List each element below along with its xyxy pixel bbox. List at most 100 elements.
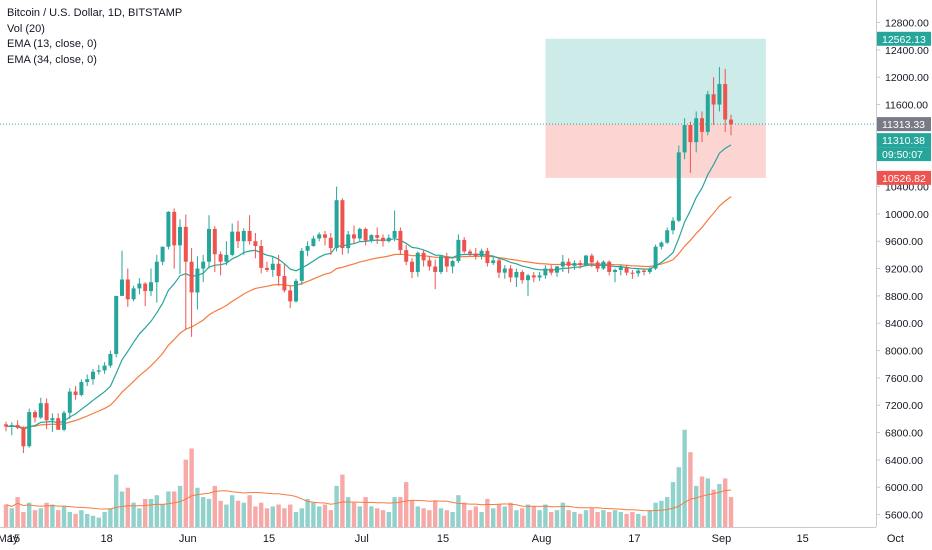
candle-body xyxy=(543,268,548,276)
candle-body xyxy=(717,84,722,105)
candle xyxy=(676,145,681,223)
volume-bar xyxy=(514,510,519,527)
time-tick-label: 15 xyxy=(263,533,275,545)
candle xyxy=(305,241,310,257)
candle xyxy=(444,252,449,272)
volume-bar xyxy=(688,452,693,527)
candle-body xyxy=(659,242,664,247)
volume-bar xyxy=(177,485,183,527)
candle xyxy=(311,235,316,247)
volume-bar xyxy=(224,504,229,527)
time-tick-label: Oct xyxy=(887,533,904,545)
candle xyxy=(4,421,8,432)
candle xyxy=(160,246,165,266)
candle xyxy=(73,386,78,400)
candle xyxy=(589,253,594,268)
candle xyxy=(415,251,420,277)
candle-body xyxy=(172,211,177,246)
candle xyxy=(630,269,635,279)
volume-bar xyxy=(79,510,84,527)
volume-bar xyxy=(293,512,299,527)
volume-bar xyxy=(247,495,252,527)
candle-body xyxy=(618,267,623,270)
volume-bar xyxy=(375,508,380,527)
candle-body xyxy=(531,275,536,278)
candle xyxy=(473,248,478,260)
candle-body xyxy=(560,261,565,267)
volume-bar xyxy=(554,510,560,527)
candle xyxy=(572,260,577,270)
candle-body xyxy=(311,238,316,246)
candle xyxy=(700,111,704,143)
candle xyxy=(38,397,43,419)
volume-bar xyxy=(525,504,531,527)
volume-ma-line xyxy=(5,489,732,512)
candle xyxy=(33,410,37,423)
price-tag-bg xyxy=(877,133,931,148)
legend-ema-slow: EMA (34, close, 0) xyxy=(7,53,97,66)
candle xyxy=(299,248,304,285)
volume-bar xyxy=(415,506,420,527)
volume-bar xyxy=(195,487,200,527)
time-tick-label: 15 xyxy=(437,533,449,545)
candle-body xyxy=(294,280,298,302)
volume-bar xyxy=(578,513,583,527)
candle xyxy=(178,219,182,275)
candle-body xyxy=(427,260,432,267)
time-tick-label: Sep xyxy=(712,533,732,545)
candle xyxy=(502,265,507,279)
volume-bar xyxy=(659,500,664,527)
volume-bar xyxy=(699,476,705,527)
candle-body xyxy=(91,371,95,380)
volume-bar xyxy=(102,512,107,527)
candle xyxy=(189,248,194,337)
candle-body xyxy=(729,119,733,125)
candle-body xyxy=(357,228,362,239)
volume-bar xyxy=(653,502,658,527)
volume-bar xyxy=(288,504,293,527)
volume-bar xyxy=(380,510,386,527)
candle-body xyxy=(410,261,414,272)
volume-bar xyxy=(189,448,194,527)
price-tag-label: 09:50:07 xyxy=(882,149,923,161)
volume-bar xyxy=(647,510,652,527)
volume-bar xyxy=(363,497,368,527)
candle xyxy=(253,233,258,259)
volume-bar xyxy=(317,506,322,527)
time-tick-label: Jun xyxy=(179,533,197,545)
candle xyxy=(543,265,548,279)
volume-bar xyxy=(131,502,136,527)
volume-bar xyxy=(299,508,304,527)
volume-bar xyxy=(543,504,548,527)
candle-body xyxy=(520,271,525,281)
candle xyxy=(694,111,699,153)
candle-body xyxy=(189,261,194,293)
candle xyxy=(404,244,409,266)
volume-bar xyxy=(212,485,217,527)
price-tick-label: 8400.00 xyxy=(885,318,923,330)
candle-body xyxy=(96,370,101,372)
volume-bar xyxy=(711,489,716,527)
volume-bar xyxy=(38,508,43,527)
volume-bar xyxy=(537,510,542,527)
candle-body xyxy=(624,267,629,273)
candle xyxy=(601,260,606,270)
candle xyxy=(729,114,733,136)
volume-bar xyxy=(723,478,728,527)
candle-body xyxy=(653,246,658,269)
candle-body xyxy=(647,268,652,272)
candle-body xyxy=(236,231,240,242)
candle-body xyxy=(468,251,472,254)
candle xyxy=(143,282,148,307)
volume-bar xyxy=(444,510,449,527)
price-tick-label: 12000.00 xyxy=(885,72,929,84)
candle xyxy=(114,295,119,358)
ema-fast-line xyxy=(5,144,732,430)
volume-bar xyxy=(67,512,72,527)
time-tick-label: Aug xyxy=(532,533,552,545)
volume-bar xyxy=(340,474,345,527)
candle-body xyxy=(491,260,496,264)
candle xyxy=(485,248,490,267)
